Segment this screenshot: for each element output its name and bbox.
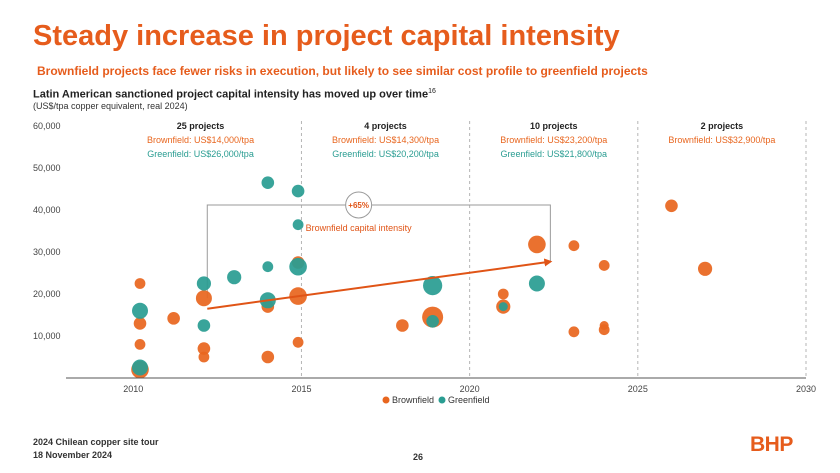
greenfield-point	[528, 275, 545, 292]
slide-title: Steady increase in project capital inten…	[33, 20, 620, 52]
growth-badge-label: +65%	[348, 201, 369, 210]
period-greenfield-avg: Greenfield: US$21,800/tpa	[500, 149, 607, 159]
brownfield-point	[134, 278, 146, 289]
period-project-count: 4 projects	[364, 121, 407, 131]
period-brownfield-avg: Brownfield: US$23,200/tpa	[500, 135, 607, 145]
brownfield-point	[697, 261, 713, 276]
y-tick-label: 40,000	[33, 205, 61, 215]
period-brownfield-avg: Brownfield: US$14,300/tpa	[332, 135, 439, 145]
brownfield-point	[134, 339, 146, 350]
period-brownfield-avg: Brownfield: US$14,000/tpa	[147, 135, 254, 145]
footer-date: 18 November 2024	[33, 450, 113, 460]
chart-units: (US$/tpa copper equivalent, real 2024)	[33, 101, 188, 111]
period-project-count: 10 projects	[530, 121, 578, 131]
chart-legend: Brownfield Greenfield	[382, 395, 490, 405]
brownfield-point	[197, 342, 211, 355]
greenfield-point	[196, 276, 212, 291]
brownfield-point	[568, 240, 580, 252]
greenfield-point	[261, 176, 275, 189]
greenfield-point	[197, 319, 211, 332]
greenfield-point	[132, 302, 148, 319]
brownfield-point	[598, 324, 610, 336]
x-tick-label: 2030	[796, 384, 816, 394]
brownfield-point	[167, 312, 180, 325]
brownfield-point	[528, 235, 546, 254]
y-tick-label: 20,000	[33, 289, 61, 299]
y-tick-label: 30,000	[33, 247, 61, 257]
brownfield-point	[198, 351, 210, 363]
footer-event: 2024 Chilean copper site tour	[33, 437, 159, 447]
annotation-label: Brownfield capital intensity	[306, 223, 413, 233]
trend-arrow	[207, 258, 553, 310]
legend-brownfield-marker	[382, 396, 390, 404]
legend-greenfield-label: Greenfield	[448, 395, 490, 405]
brownfield-point	[598, 260, 610, 271]
page-number: 26	[413, 452, 424, 462]
x-tick-label: 2020	[460, 384, 480, 394]
brownfield-point	[396, 319, 409, 332]
greenfield-point	[262, 261, 274, 273]
y-tick-label: 60,000	[33, 121, 61, 131]
greenfield-point	[426, 315, 439, 328]
comparison-bracket	[206, 204, 551, 299]
greenfield-point	[132, 359, 148, 376]
annotation: +65% Brownfield capital intensity	[306, 191, 413, 233]
period-greenfield-avg: Greenfield: US$26,000/tpa	[147, 149, 254, 159]
chart-footnote-ref: 16	[428, 88, 436, 95]
period-greenfield-avg: Greenfield: US$20,200/tpa	[332, 149, 439, 159]
brownfield-point	[261, 350, 275, 364]
chart-title-text: Latin American sanctioned project capita…	[33, 88, 429, 101]
brownfield-point	[292, 336, 304, 348]
period-labels: 25 projects Brownfield: US$14,000/tpa Gree…	[147, 121, 775, 159]
greenfield-point	[292, 219, 304, 231]
x-tick-label: 2025	[628, 384, 648, 394]
growth-badge	[345, 191, 373, 219]
chart-title: Latin American sanctioned project capita…	[33, 88, 436, 101]
greenfield-point	[423, 276, 443, 296]
period-brownfield-avg: Brownfield: US$32,900/tpa	[668, 135, 775, 145]
brownfield-point	[195, 290, 212, 307]
x-tick-label: 2015	[291, 384, 311, 394]
greenfield-point	[498, 302, 508, 312]
period-project-count: 25 projects	[177, 121, 225, 131]
x-tick-label: 2010	[123, 384, 143, 394]
greenfield-point	[227, 270, 242, 285]
y-tick-label: 10,000	[33, 331, 61, 341]
brownfield-point	[665, 199, 678, 213]
period-dividers	[300, 121, 807, 378]
greenfield-point	[289, 257, 307, 276]
axes: 2010 2015 2020 2025 2030 10,000 20,000 30,000 40…	[33, 121, 816, 394]
legend-brownfield-label: Brownfield	[392, 395, 434, 405]
y-tick-label: 50,000	[33, 163, 61, 173]
brownfield-point	[133, 317, 147, 330]
period-project-count: 2 projects	[701, 121, 744, 131]
trend-line	[207, 258, 553, 310]
greenfield-point	[291, 184, 305, 198]
brownfield-point	[568, 326, 580, 338]
bracket-line	[206, 204, 551, 299]
brownfield-point	[497, 288, 509, 300]
legend-greenfield-marker	[438, 396, 446, 404]
slide-subtitle: Brownfield projects face fewer risks in …	[37, 64, 648, 78]
bhp-logo: BHP	[750, 433, 793, 456]
data-points	[131, 176, 713, 379]
